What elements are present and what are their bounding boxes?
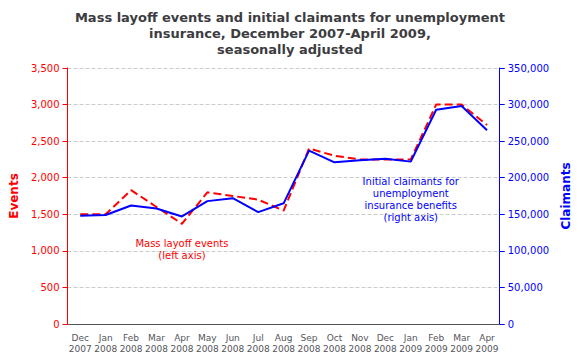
svg-text:Feb: Feb xyxy=(123,333,139,343)
svg-text:Jan: Jan xyxy=(98,333,113,343)
svg-text:(right axis): (right axis) xyxy=(384,212,439,223)
svg-text:2007: 2007 xyxy=(69,344,92,354)
svg-text:2008: 2008 xyxy=(348,344,371,354)
svg-text:1,500: 1,500 xyxy=(31,209,60,220)
svg-text:2008: 2008 xyxy=(272,344,295,354)
svg-text:2009: 2009 xyxy=(425,344,448,354)
svg-text:2008: 2008 xyxy=(374,344,397,354)
svg-text:Mar: Mar xyxy=(148,333,165,343)
svg-text:2009: 2009 xyxy=(476,344,499,354)
svg-text:Feb: Feb xyxy=(428,333,444,343)
svg-text:Sep: Sep xyxy=(301,333,318,343)
svg-text:Jan: Jan xyxy=(403,333,418,343)
svg-text:Claimants: Claimants xyxy=(559,162,573,229)
svg-text:250,000: 250,000 xyxy=(508,136,549,147)
svg-text:2008: 2008 xyxy=(170,344,193,354)
svg-text:2008: 2008 xyxy=(196,344,219,354)
svg-text:2,500: 2,500 xyxy=(31,136,60,147)
svg-text:2008: 2008 xyxy=(298,344,321,354)
svg-text:2,000: 2,000 xyxy=(31,172,60,183)
svg-text:Dec: Dec xyxy=(72,333,89,343)
svg-text:Dec: Dec xyxy=(377,333,394,343)
svg-text:3,500: 3,500 xyxy=(31,63,60,74)
svg-text:Aug: Aug xyxy=(275,333,293,343)
svg-text:(left axis): (left axis) xyxy=(158,250,205,261)
svg-text:300,000: 300,000 xyxy=(508,99,549,110)
svg-text:350,000: 350,000 xyxy=(508,63,549,74)
svg-text:Events: Events xyxy=(7,173,21,219)
svg-text:May: May xyxy=(198,333,217,343)
svg-text:insurance, December 2007-April: insurance, December 2007-April 2009, xyxy=(149,26,431,41)
svg-text:Apr: Apr xyxy=(479,333,495,343)
svg-text:2008: 2008 xyxy=(120,344,143,354)
svg-text:2008: 2008 xyxy=(94,344,117,354)
svg-text:150,000: 150,000 xyxy=(508,209,549,220)
svg-text:500: 500 xyxy=(40,282,59,293)
svg-text:Mar: Mar xyxy=(453,333,470,343)
svg-text:Mass layoff events and initial: Mass layoff events and initial claimants… xyxy=(75,10,505,25)
svg-text:0: 0 xyxy=(53,319,59,330)
svg-text:200,000: 200,000 xyxy=(508,172,549,183)
svg-text:50,000: 50,000 xyxy=(508,282,543,293)
svg-text:Jun: Jun xyxy=(225,333,240,343)
svg-text:2008: 2008 xyxy=(247,344,270,354)
svg-text:insurance benefits: insurance benefits xyxy=(365,200,458,211)
svg-text:Apr: Apr xyxy=(174,333,190,343)
svg-text:0: 0 xyxy=(508,319,514,330)
svg-text:2008: 2008 xyxy=(145,344,168,354)
svg-text:Mass layoff events: Mass layoff events xyxy=(135,238,228,249)
svg-text:Initial claimants for: Initial claimants for xyxy=(363,176,460,187)
svg-text:2009: 2009 xyxy=(399,344,422,354)
svg-text:Nov: Nov xyxy=(351,333,369,343)
svg-text:100,000: 100,000 xyxy=(508,245,549,256)
svg-text:Jul: Jul xyxy=(252,333,264,343)
svg-text:2008: 2008 xyxy=(221,344,244,354)
svg-text:2009: 2009 xyxy=(450,344,473,354)
svg-text:Oct: Oct xyxy=(327,333,343,343)
svg-text:unemployment: unemployment xyxy=(373,188,449,199)
svg-text:seasonally adjusted: seasonally adjusted xyxy=(217,42,363,57)
svg-text:2008: 2008 xyxy=(323,344,346,354)
svg-text:3,000: 3,000 xyxy=(31,99,60,110)
svg-text:1,000: 1,000 xyxy=(31,245,60,256)
